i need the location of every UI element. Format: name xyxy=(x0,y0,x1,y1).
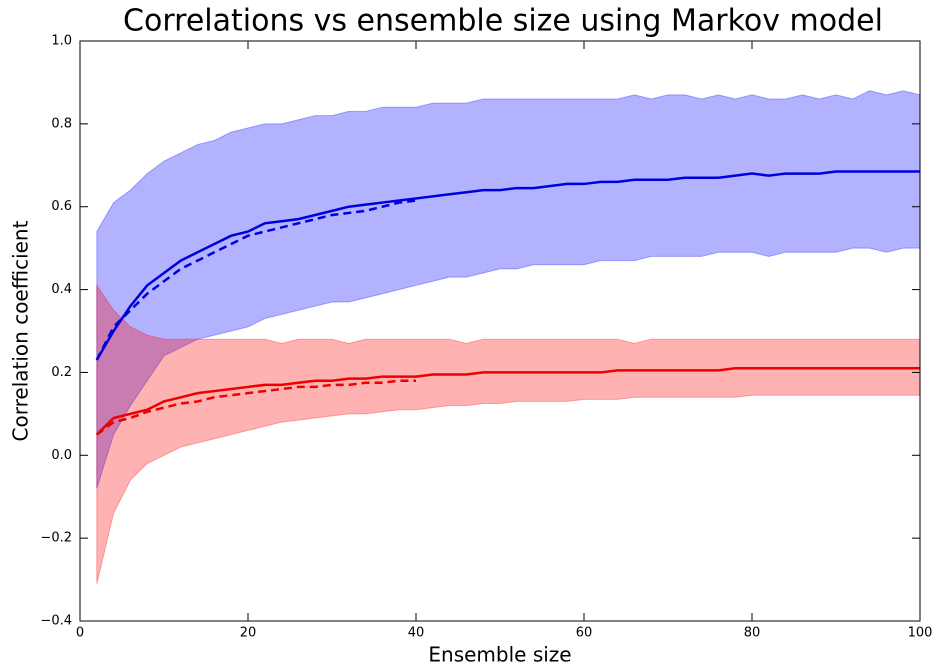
y-tick-label: 0.4 xyxy=(51,282,72,297)
series-line xyxy=(96,379,416,436)
chart-title: Correlations vs ensemble size using Mark… xyxy=(123,4,883,39)
y-axis-label: Correlation coefficient xyxy=(9,220,33,441)
x-tick-label: 0 xyxy=(76,626,84,641)
y-tick-label: 0.0 xyxy=(51,448,72,463)
x-tick-label: 40 xyxy=(408,626,425,641)
y-tick-label: −0.2 xyxy=(40,531,72,546)
y-tick-label: −0.4 xyxy=(40,614,72,629)
x-axis-label: Ensemble size xyxy=(428,643,571,667)
x-tick-label: 100 xyxy=(908,626,933,641)
series-line xyxy=(95,367,920,436)
y-tick-label: 0.6 xyxy=(51,199,72,214)
series-line xyxy=(95,170,920,361)
series-line xyxy=(95,199,417,361)
y-tick-label: 0.2 xyxy=(51,365,72,380)
x-tick-label: 80 xyxy=(744,626,761,641)
plot-frame xyxy=(79,40,921,622)
x-tick-label: 60 xyxy=(576,626,593,641)
y-tick-label: 1.0 xyxy=(51,34,72,49)
y-tick-label: 0.8 xyxy=(51,116,72,131)
x-tick-label: 20 xyxy=(240,626,257,641)
